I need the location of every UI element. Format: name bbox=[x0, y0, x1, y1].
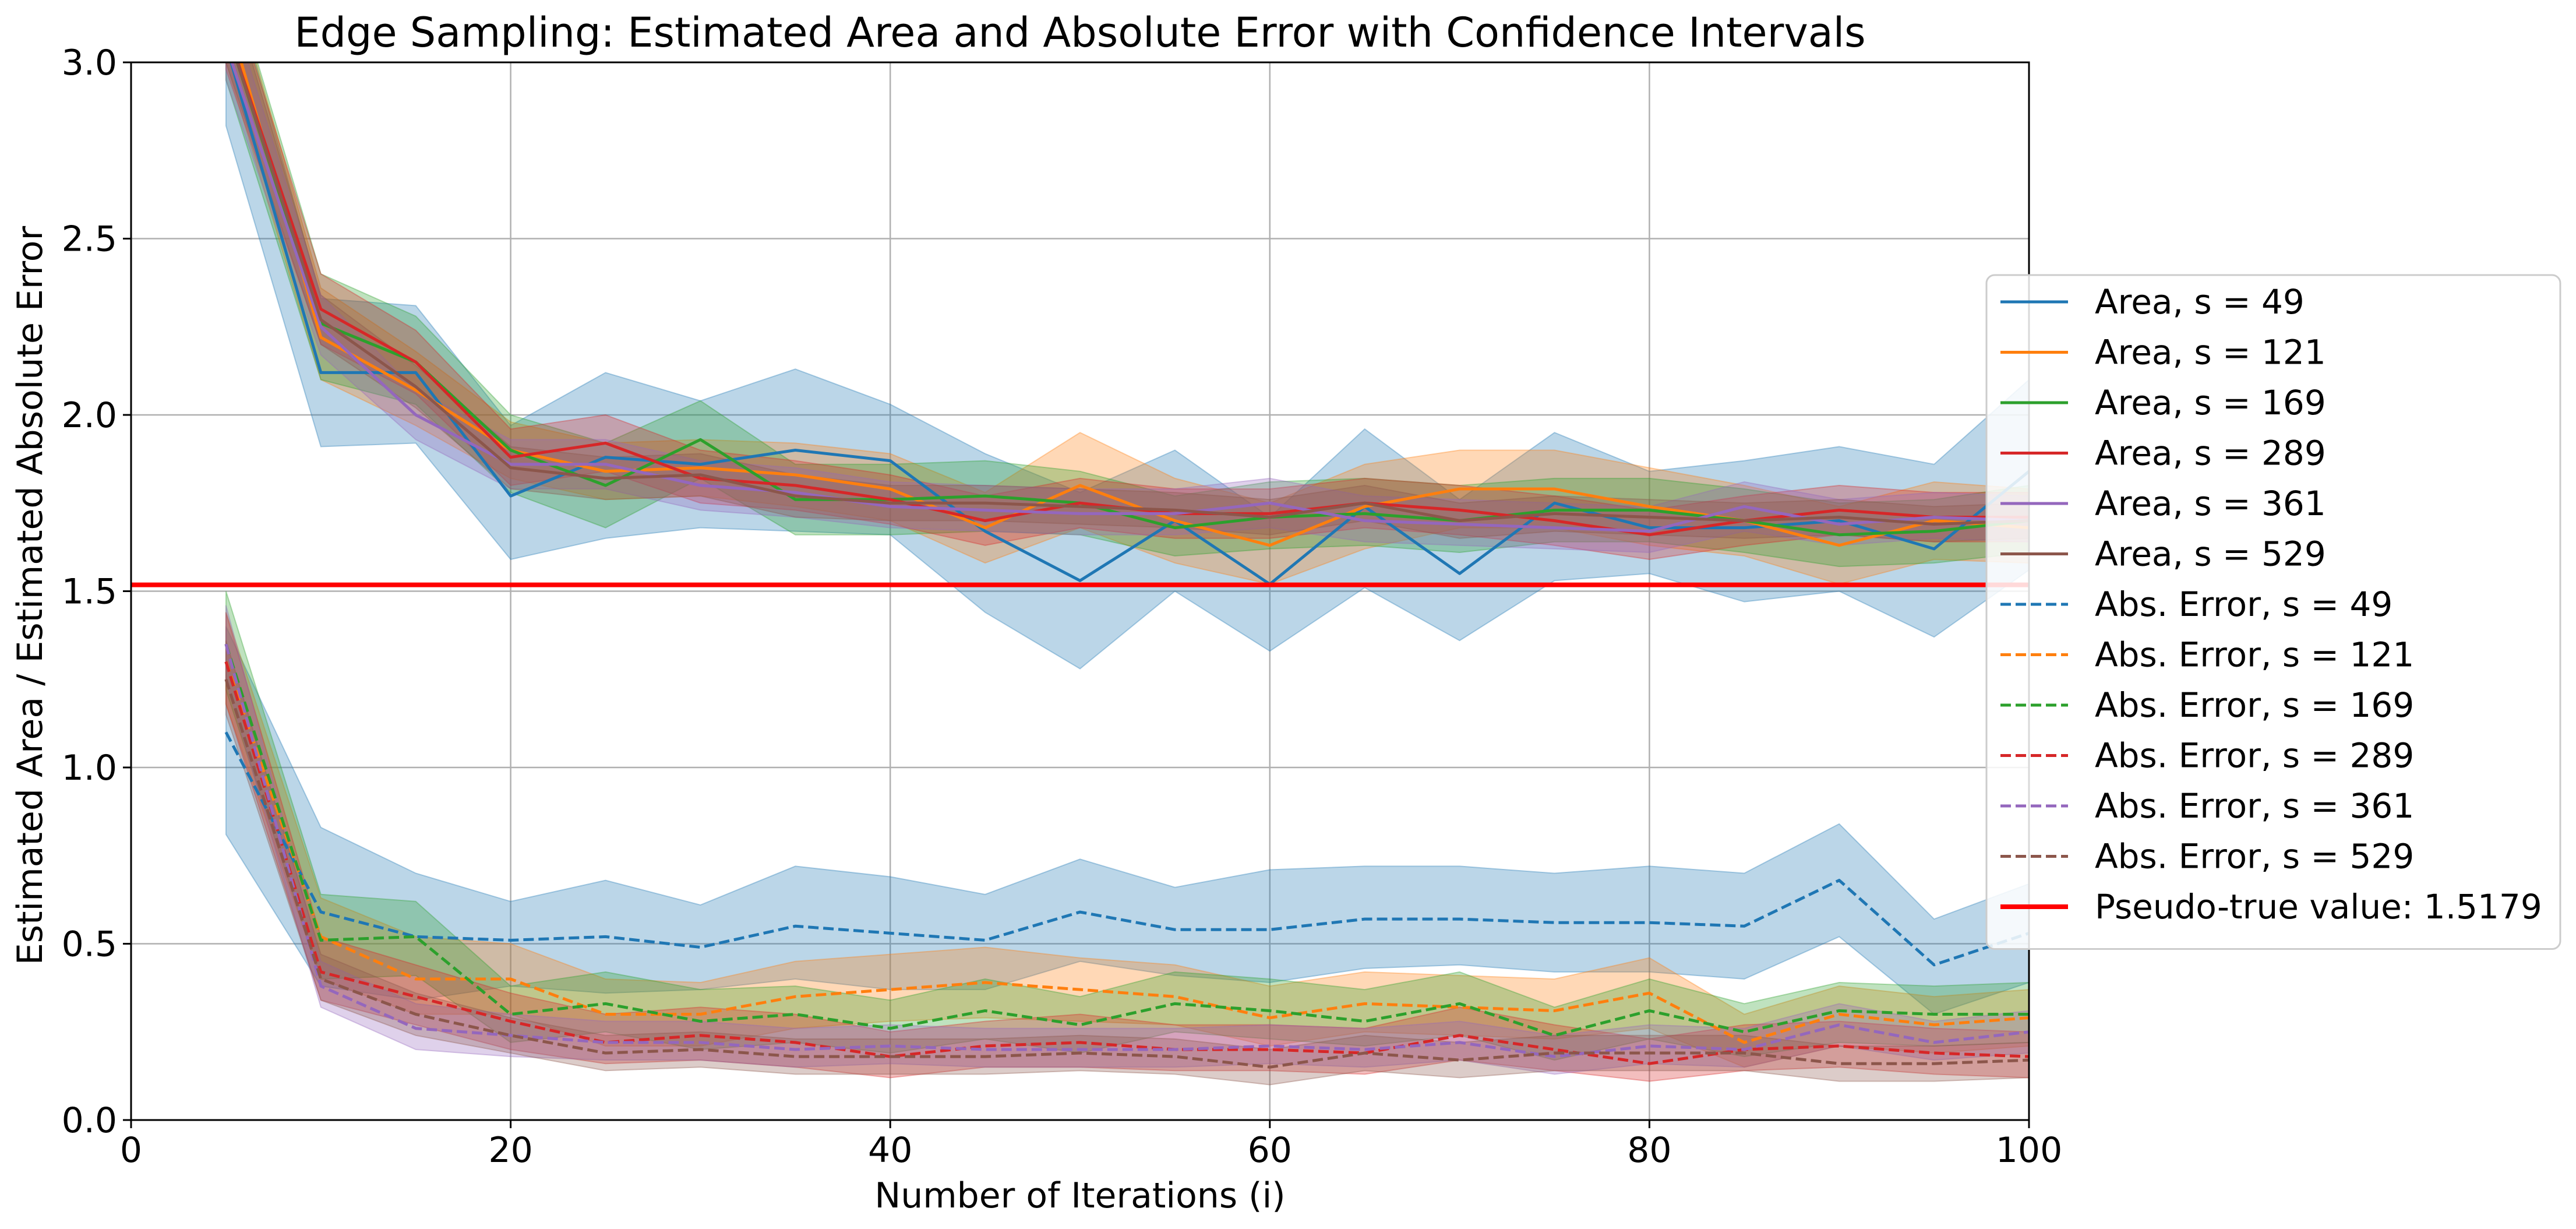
confidence-band-5 bbox=[225, 62, 2029, 543]
y-tick-label: 3.0 bbox=[62, 43, 117, 83]
x-axis-title: Number of Iterations (i) bbox=[874, 1175, 1285, 1216]
legend-label: Area, s = 169 bbox=[2095, 383, 2326, 422]
x-tick-label: 80 bbox=[1627, 1130, 1671, 1171]
legend-label: Abs. Error, s = 169 bbox=[2095, 685, 2414, 725]
series-line-11 bbox=[224, 678, 2029, 1069]
confidence-band-7 bbox=[225, 612, 2029, 1068]
series-line-0 bbox=[230, 62, 2029, 586]
chart-title: Edge Sampling: Estimated Area and Absolu… bbox=[294, 9, 1865, 57]
confidence-band-11 bbox=[225, 640, 2029, 1086]
series-line-4 bbox=[230, 62, 2029, 533]
legend-label: Abs. Error, s = 361 bbox=[2095, 786, 2414, 826]
y-tick-label: 0.5 bbox=[62, 924, 117, 965]
x-tick-label: 60 bbox=[1248, 1130, 1292, 1171]
y-tick-label: 1.0 bbox=[62, 748, 117, 788]
confidence-band-1 bbox=[225, 62, 2029, 585]
y-axis-title: Estimated Area / Estimated Absolute Erro… bbox=[10, 226, 51, 965]
x-tick-label: 100 bbox=[1996, 1130, 2063, 1171]
series-lines bbox=[224, 62, 2029, 1069]
series-line-8 bbox=[224, 643, 2029, 1037]
confidence-band-9 bbox=[225, 612, 2029, 1082]
axis-ticks: 0 20 40 60 80 100 0.0 0.5 1.0 1.5 2.0 2.5 3.0 bbox=[62, 43, 2063, 1171]
legend: Area, s = 49 Area, s = 121 Area, s = 169 Ar… bbox=[1985, 274, 2561, 950]
x-tick-label: 20 bbox=[488, 1130, 532, 1171]
series-line-6 bbox=[224, 731, 2029, 967]
legend-label: Area, s = 289 bbox=[2095, 434, 2326, 473]
legend-label: Area, s = 361 bbox=[2095, 484, 2326, 523]
legend-label: Area, s = 121 bbox=[2095, 333, 2326, 372]
x-tick-label: 0 bbox=[120, 1130, 142, 1171]
legend-box bbox=[1985, 274, 2561, 950]
confidence-band-0 bbox=[225, 62, 2029, 670]
y-tick-label: 2.5 bbox=[62, 219, 117, 260]
series-line-5 bbox=[235, 62, 2029, 526]
legend-label: Abs. Error, s = 121 bbox=[2095, 635, 2414, 675]
legend-label: Abs. Error, s = 289 bbox=[2095, 736, 2414, 776]
legend-label: Area, s = 529 bbox=[2095, 534, 2326, 574]
legend-label: Abs. Error, s = 529 bbox=[2095, 837, 2414, 876]
legend-label: Abs. Error, s = 49 bbox=[2095, 584, 2392, 624]
series-line-7 bbox=[224, 661, 2029, 1044]
confidence-band-4 bbox=[225, 62, 2029, 553]
y-tick-label: 1.5 bbox=[62, 572, 117, 612]
x-tick-label: 40 bbox=[868, 1130, 912, 1171]
confidence-band-2 bbox=[225, 62, 2029, 568]
legend-label: Area, s = 49 bbox=[2095, 282, 2305, 322]
confidence-band-6 bbox=[225, 626, 2029, 1015]
legend-label: Pseudo-true value: 1.5179 bbox=[2095, 887, 2542, 927]
y-tick-label: 2.0 bbox=[62, 395, 117, 436]
confidence-band-8 bbox=[225, 591, 2029, 1061]
y-tick-label: 0.0 bbox=[62, 1100, 117, 1141]
series-line-10 bbox=[224, 643, 2029, 1058]
